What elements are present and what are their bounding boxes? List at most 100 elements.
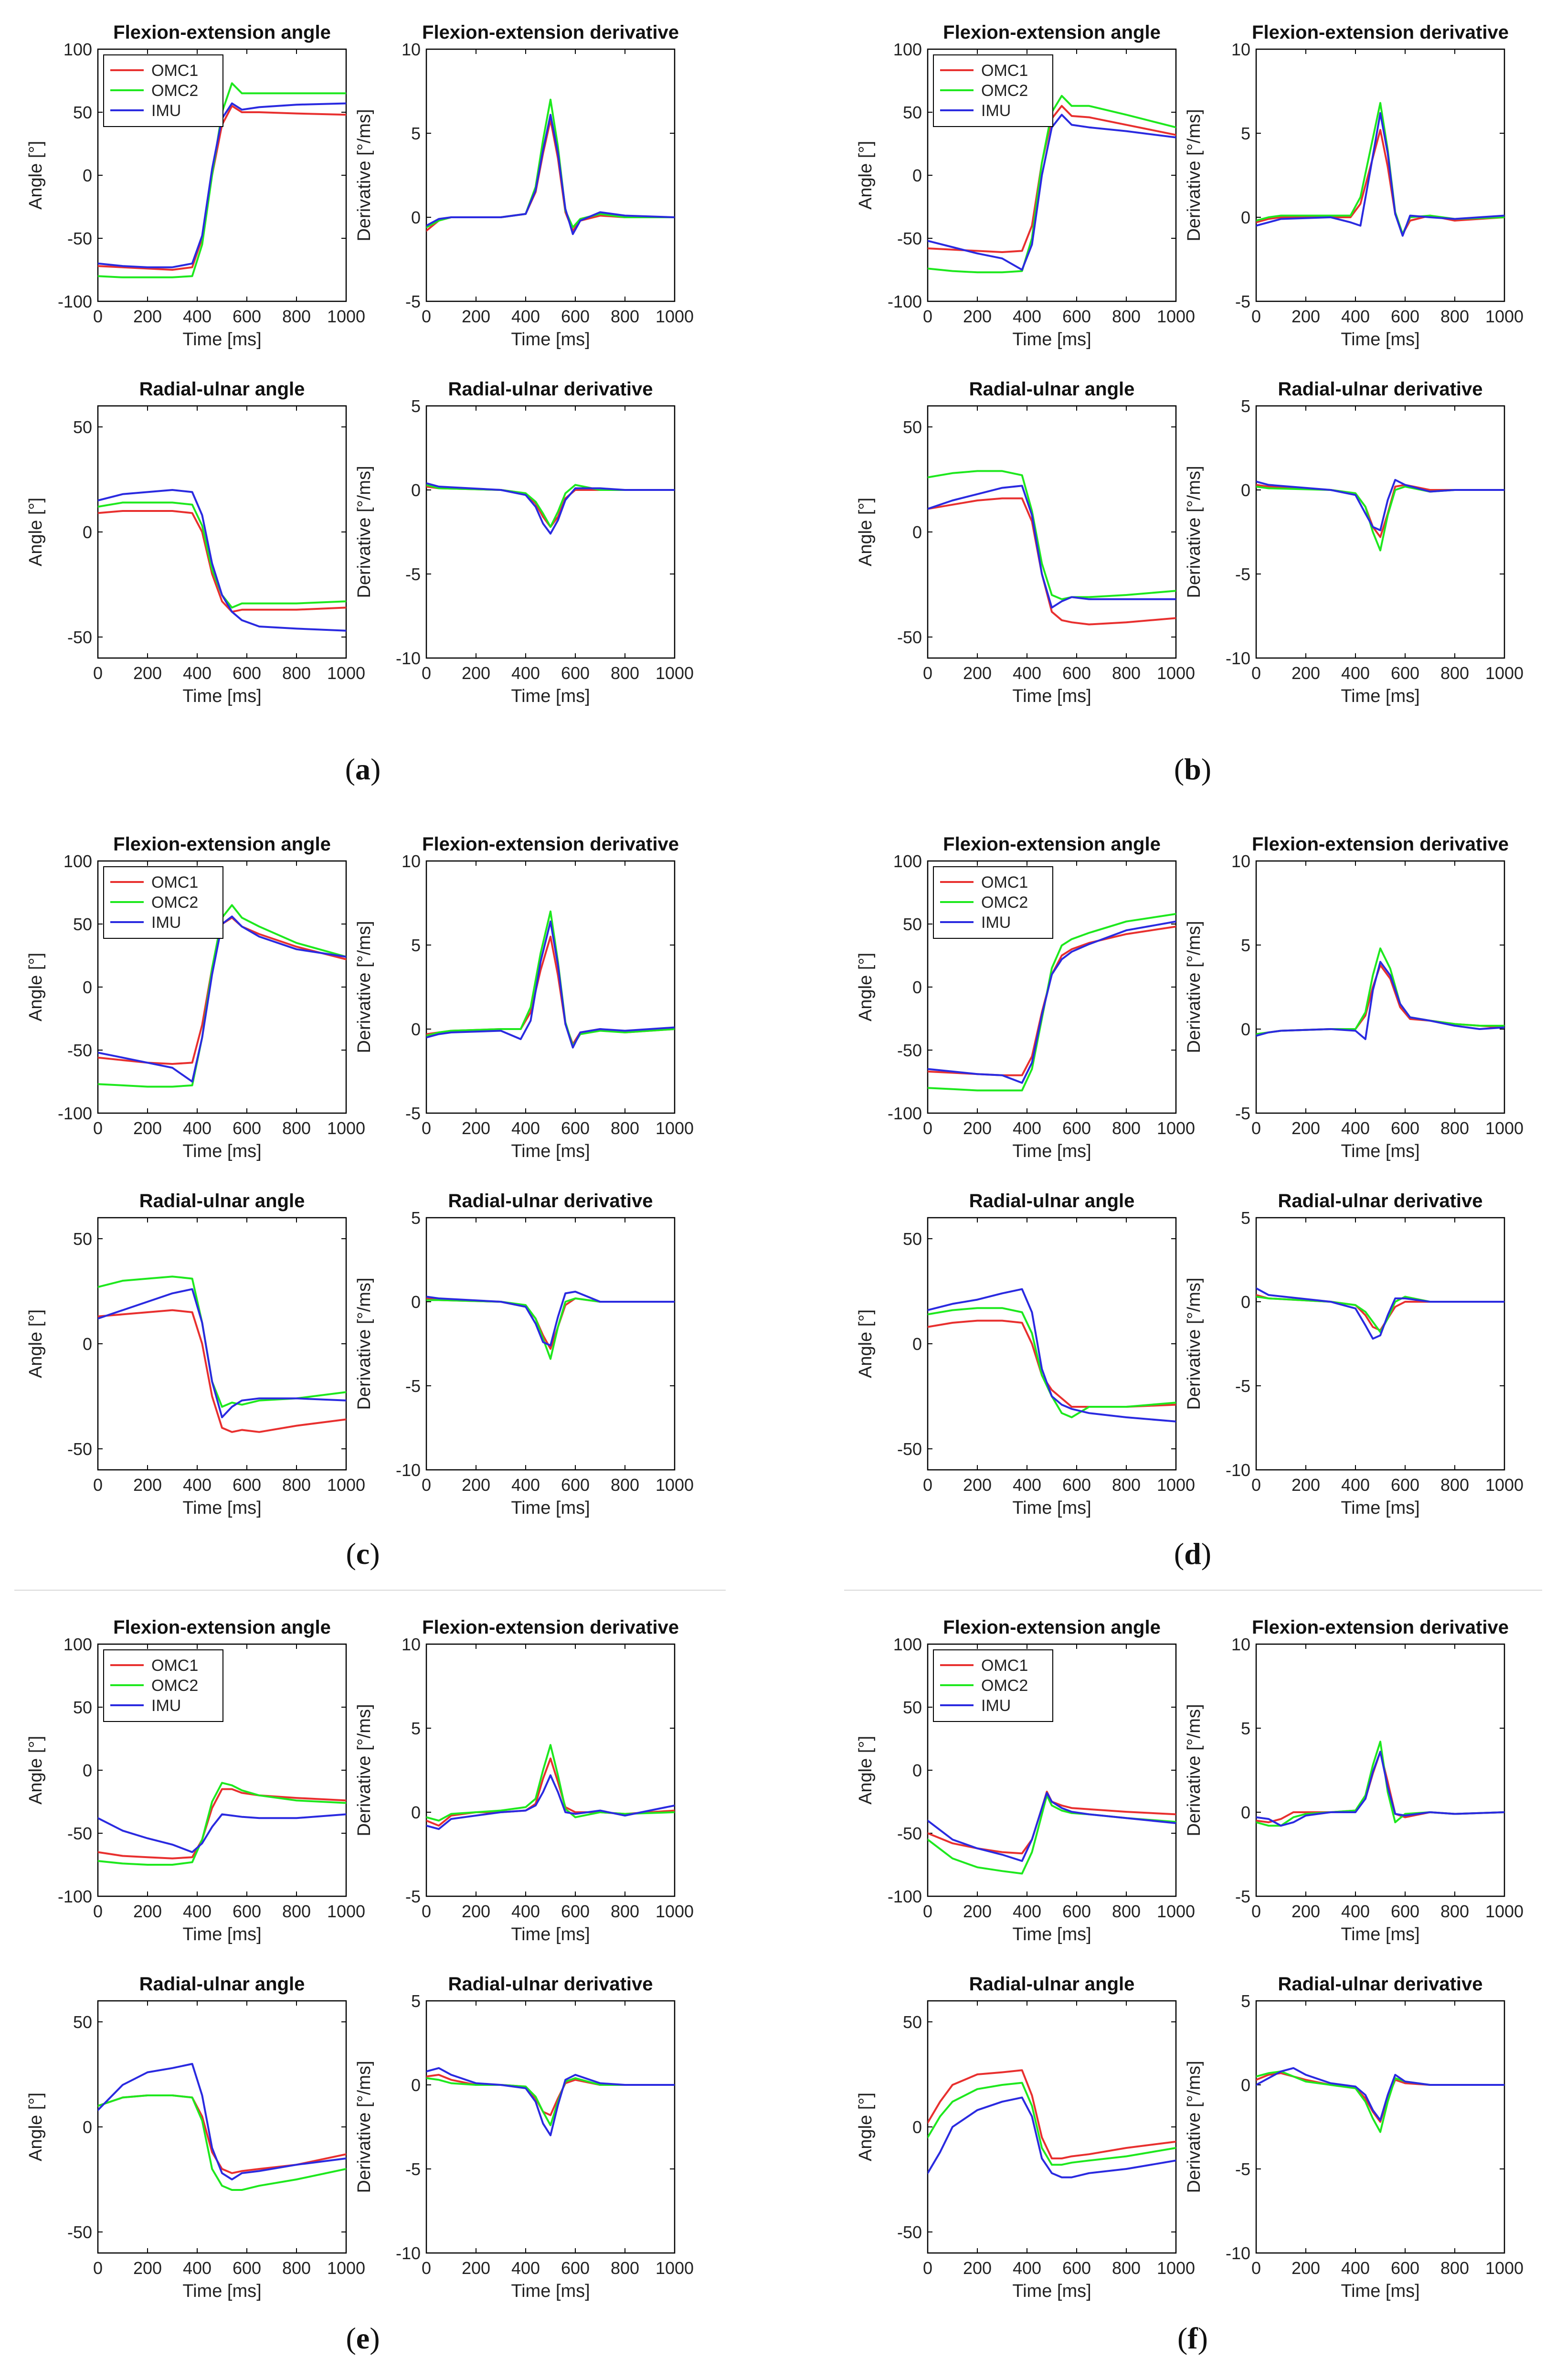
y-tick-label: 100 [64, 40, 92, 59]
series-line-imu [928, 485, 1176, 609]
y-tick-label: -5 [1235, 1104, 1250, 1123]
x-tick-label: 1000 [1157, 1118, 1195, 1138]
series-line-omc1 [1256, 1751, 1504, 1824]
x-tick-label: 400 [183, 1902, 212, 1921]
y-tick-label: 50 [903, 1229, 922, 1249]
series-line-imu [426, 482, 675, 535]
x-tick-label: 0 [93, 1902, 103, 1921]
series-line-omc2 [928, 470, 1176, 600]
x-tick-label: 600 [233, 2258, 261, 2278]
y-tick-label: 5 [411, 1991, 421, 2011]
x-axis-label: Time [ms] [511, 1924, 590, 1944]
legend-label: IMU [151, 1697, 181, 1715]
x-axis-label: Time [ms] [182, 1924, 261, 1944]
panel-caption: (e) [346, 2321, 380, 2355]
series-line-imu [426, 2067, 675, 2136]
series-group [1256, 1287, 1504, 1340]
series-line-omc2 [928, 95, 1176, 274]
x-tick-label: 600 [561, 663, 590, 683]
y-tick-label: -50 [67, 1439, 92, 1459]
series-line-omc2 [928, 2082, 1176, 2166]
y-axis-label: Derivative [°/ms] [354, 1277, 374, 1410]
subplot-title: Flexion-extension angle [943, 22, 1161, 43]
axes-frame [425, 1217, 676, 1471]
series-line-imu [928, 2096, 1176, 2178]
x-tick-label: 0 [1251, 1118, 1261, 1138]
x-tick-label: 1000 [1485, 307, 1524, 326]
x-tick-label: 400 [511, 2258, 540, 2278]
y-axis-label: Derivative [°/ms] [1184, 1277, 1204, 1410]
x-tick-label: 200 [1291, 307, 1320, 326]
y-tick-label: 5 [1241, 935, 1250, 955]
series-line-imu [426, 1290, 675, 1347]
x-tick-label: 800 [611, 307, 639, 326]
x-tick-label: 800 [1112, 1902, 1141, 1921]
series-line-omc2 [98, 1782, 346, 1866]
y-tick-label: 0 [912, 166, 922, 185]
legend-label: OMC1 [981, 873, 1028, 892]
series-group [928, 95, 1176, 274]
x-tick-label: 1000 [1157, 1902, 1195, 1921]
y-tick-label: 5 [1241, 1991, 1250, 2011]
x-tick-label: 200 [963, 2258, 992, 2278]
series-line-omc1 [1256, 964, 1504, 1035]
series-line-omc1 [98, 510, 346, 613]
x-axis-label: Time [ms] [511, 1498, 590, 1518]
legend-label: IMU [981, 914, 1011, 932]
x-tick-label: 800 [611, 663, 639, 683]
subplot-title: Flexion-extension derivative [1252, 1617, 1509, 1638]
x-tick-label: 200 [133, 1902, 162, 1921]
series-group [426, 2067, 675, 2136]
panel-caption: (d) [1174, 1537, 1211, 1571]
subplot-title: Radial-ulnar derivative [1278, 1974, 1482, 1995]
x-tick-label: 1000 [1157, 663, 1195, 683]
x-tick-label: 600 [1391, 1475, 1419, 1495]
x-axis-label: Time [ms] [1341, 329, 1419, 350]
y-tick-label: 5 [411, 396, 421, 416]
x-tick-label: 0 [1251, 1475, 1261, 1495]
y-tick-label: -10 [1226, 2243, 1250, 2263]
series-line-imu [98, 2063, 346, 2180]
y-tick-label: 50 [73, 1698, 92, 1717]
x-tick-label: 1000 [1485, 663, 1524, 683]
y-axis-label: Derivative [°/ms] [354, 2061, 374, 2193]
x-tick-label: 200 [1291, 1118, 1320, 1138]
axes-frame [425, 48, 676, 302]
y-tick-label: -100 [58, 1887, 92, 1906]
series-line-imu [1256, 1751, 1504, 1827]
series-group [98, 2063, 346, 2191]
axes-frame [425, 2000, 676, 2254]
x-tick-label: 200 [963, 1902, 992, 1921]
x-tick-label: 200 [462, 1475, 490, 1495]
x-tick-label: 600 [233, 663, 261, 683]
y-tick-label: 0 [83, 2117, 92, 2137]
y-tick-label: 5 [411, 1208, 421, 1228]
y-axis-label: Angle [°] [856, 2093, 876, 2161]
panel-letter: a [355, 752, 370, 786]
series-line-omc1 [98, 1788, 346, 1859]
x-tick-label: 600 [233, 307, 261, 326]
x-tick-label: 400 [1341, 1902, 1370, 1921]
x-tick-label: 800 [282, 1475, 311, 1495]
x-tick-label: 800 [282, 2258, 311, 2278]
y-tick-label: 50 [73, 1229, 92, 1249]
series-group [928, 2069, 1176, 2178]
x-tick-label: 200 [963, 663, 992, 683]
series-line-omc1 [426, 2073, 675, 2116]
x-tick-label: 800 [1440, 307, 1469, 326]
series-line-omc2 [98, 501, 346, 609]
y-tick-label: 50 [73, 417, 92, 437]
series-line-omc1 [98, 916, 346, 1065]
x-tick-label: 1000 [656, 1475, 694, 1495]
y-tick-label: 0 [1241, 1292, 1250, 1312]
y-tick-label: -5 [1235, 564, 1250, 584]
x-tick-label: 800 [1112, 307, 1141, 326]
x-tick-label: 800 [611, 2258, 639, 2278]
x-tick-label: 1000 [327, 1475, 365, 1495]
y-tick-label: 100 [893, 40, 922, 59]
x-tick-label: 1000 [1157, 2258, 1195, 2278]
